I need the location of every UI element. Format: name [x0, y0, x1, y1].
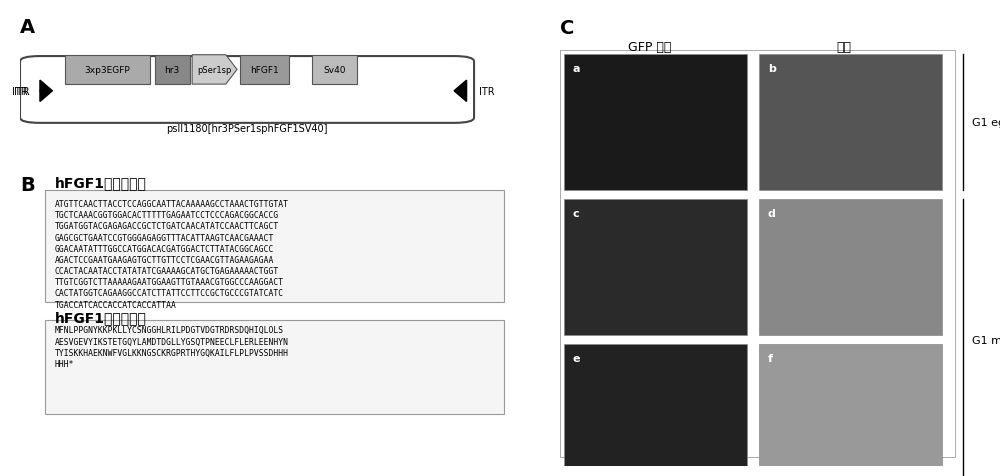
Polygon shape	[454, 81, 467, 102]
FancyBboxPatch shape	[45, 191, 504, 302]
Text: b: b	[768, 64, 776, 74]
Text: AESVGEVYIKSTETGQYLAMDTDGLLYGSQTPNEECLFLERLEENHYN: AESVGEVYIKSTETGQYLAMDTDGLLYGSQTPNEECLFLE…	[55, 337, 289, 346]
Text: Sv40: Sv40	[323, 66, 346, 75]
Text: a: a	[573, 64, 580, 74]
Text: c: c	[573, 208, 579, 218]
Text: MFNLPPGNYKKPKLLYCSNGGHLRILPDGTVDGTRDRSDQHIQLOLS: MFNLPPGNYKKPKLLYCSNGGHLRILPDGTVDGTRDRSDQ…	[55, 326, 284, 335]
Text: TGCTCAAACGGTGGACACTTTTTGAGAATCCTCCCAGACGGCACCG: TGCTCAAACGGTGGACACTTTTTGAGAATCCTCCCAGACG…	[55, 211, 279, 220]
Text: 白光: 白光	[837, 41, 852, 54]
Text: TGGATGGTACGAGAGACCGCTCTGATCAACATATCCAACTTCAGCT: TGGATGGTACGAGAGACCGCTCTGATCAACATATCCAACT…	[55, 222, 279, 231]
Text: hFGF1: hFGF1	[250, 66, 279, 75]
Text: A: A	[20, 18, 35, 37]
FancyBboxPatch shape	[759, 200, 942, 335]
FancyBboxPatch shape	[564, 200, 747, 335]
Polygon shape	[40, 81, 52, 102]
FancyBboxPatch shape	[312, 56, 357, 85]
Text: psII1180[hr3PSer1sphFGF1SV40]: psII1180[hr3PSer1sphFGF1SV40]	[166, 124, 328, 134]
Text: e: e	[573, 353, 580, 363]
Text: B: B	[20, 176, 35, 195]
Text: hFGF1核苷酸序列: hFGF1核苷酸序列	[55, 176, 147, 190]
Text: hr3: hr3	[165, 66, 180, 75]
Text: GAGCGCTGAATCCGTGGGAGAGGTTTACATTAAGTCAACGAAACT: GAGCGCTGAATCCGTGGGAGAGGTTTACATTAAGTCAACG…	[55, 233, 274, 242]
Text: d: d	[768, 208, 776, 218]
Text: hFGF1氨基酸序列: hFGF1氨基酸序列	[55, 311, 147, 325]
FancyBboxPatch shape	[564, 345, 747, 476]
Text: TGACCATCACCACCATCACCATTAA: TGACCATCACCACCATCACCATTAA	[55, 300, 177, 309]
Text: f: f	[768, 353, 773, 363]
Text: G1 eggs: G1 eggs	[972, 118, 1000, 128]
FancyBboxPatch shape	[45, 320, 504, 414]
Text: CCACTACAATACCTATATATCGAAAAGCATGCTGAGAAAAACTGGT: CCACTACAATACCTATATATCGAAAAGCATGCTGAGAAAA…	[55, 267, 279, 276]
FancyBboxPatch shape	[759, 345, 942, 476]
Text: pSer1sp: pSer1sp	[197, 66, 232, 75]
Text: ITR: ITR	[14, 87, 30, 97]
Text: AGACTCCGAATGAAGAGTGCTTGTTCCTCGAACGTTAGAAGAGAA: AGACTCCGAATGAAGAGTGCTTGTTCCTCGAACGTTAGAA…	[55, 255, 274, 264]
Text: ITR: ITR	[12, 87, 27, 97]
Text: GGACAATATTTGGCCATGGACACGATGGACTCTTATACGGCAGCC: GGACAATATTTGGCCATGGACACGATGGACTCTTATACGG…	[55, 244, 274, 253]
Polygon shape	[192, 56, 237, 85]
Text: G1 moth: G1 moth	[972, 335, 1000, 345]
Text: C: C	[560, 19, 574, 38]
Text: ATGTTCAACTTACCTCCAGGCAATTACAAAAAGCCTAAACTGTTGTAT: ATGTTCAACTTACCTCCAGGCAATTACAAAAAGCCTAAAC…	[55, 199, 289, 208]
FancyBboxPatch shape	[155, 56, 190, 85]
Text: GFP 荧光: GFP 荧光	[628, 41, 671, 54]
Text: 3xp3EGFP: 3xp3EGFP	[84, 66, 130, 75]
FancyBboxPatch shape	[759, 55, 942, 191]
Text: ITR: ITR	[479, 87, 495, 97]
Text: HHH*: HHH*	[55, 359, 74, 368]
FancyBboxPatch shape	[564, 55, 747, 191]
FancyBboxPatch shape	[240, 56, 289, 85]
Text: TYISKKHAEKNWFVGLKKNGSCKRGPRTHYGQKAILFLPLPVSSDHHH: TYISKKHAEKNWFVGLKKNGSCKRGPRTHYGQKAILFLPL…	[55, 348, 289, 357]
Text: TTGTCGGTCTTAAAAAGAATGGAAGTTGTAAACGTGGCCCAAGGACT: TTGTCGGTCTTAAAAAGAATGGAAGTTGTAAACGTGGCCC…	[55, 278, 284, 287]
Text: CACTATGGTCAGAAGGCCATCTTATTCCTTCCGCTGCCCGTATCATC: CACTATGGTCAGAAGGCCATCTTATTCCTTCCGCTGCCCG…	[55, 289, 284, 298]
FancyBboxPatch shape	[65, 56, 150, 85]
